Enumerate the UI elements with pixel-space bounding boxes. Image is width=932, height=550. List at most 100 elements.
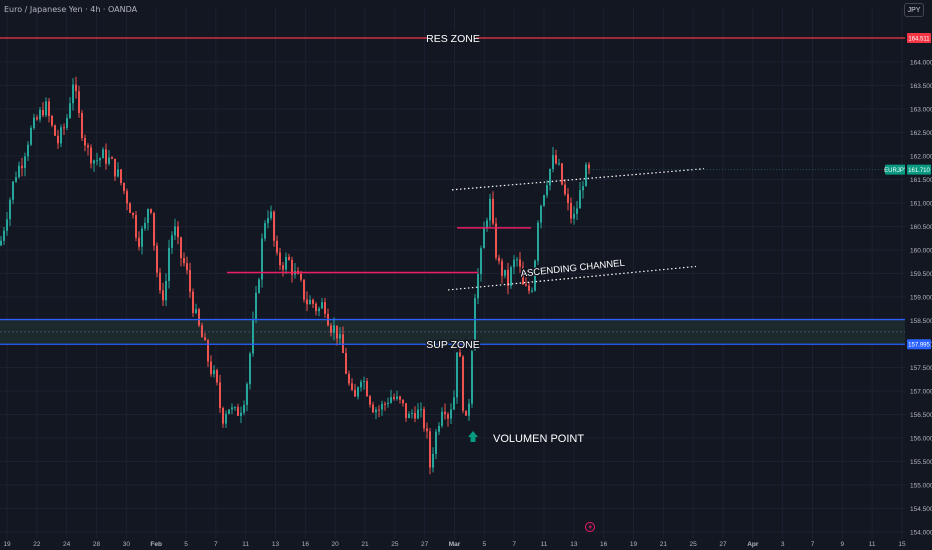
grid [0, 8, 905, 539]
price-tick-label: 156.500 [910, 412, 932, 419]
candle-body [309, 299, 311, 305]
candle-body [447, 414, 449, 419]
candle-body [486, 220, 488, 228]
candle-body [123, 182, 125, 192]
candle-body [51, 116, 53, 126]
price-tick-label: 156.000 [910, 435, 932, 442]
candle-body [27, 144, 29, 157]
current-price-tag [907, 164, 931, 175]
candle-body [261, 238, 263, 280]
candle-body [132, 213, 134, 216]
candle-body [162, 290, 164, 301]
candle-body [255, 292, 257, 320]
candle-body [429, 431, 431, 468]
candle-body [534, 260, 536, 291]
candle-body [105, 149, 107, 164]
candle-body [537, 222, 539, 261]
candle-body [348, 373, 350, 384]
time-tick-label: 13 [272, 541, 280, 548]
candle-body [345, 353, 347, 374]
candle-body [24, 156, 26, 169]
candle-body [504, 269, 506, 276]
candle-body [567, 194, 569, 203]
candle-body [42, 109, 44, 116]
lightning-icon[interactable] [585, 522, 595, 532]
candle-body [225, 413, 227, 424]
price-axis[interactable]: 154.000 154.500 155.000 155.500 156.000 156.5… [905, 0, 932, 550]
candle-body [351, 383, 353, 390]
candle-body [126, 191, 128, 204]
candle-body [360, 381, 362, 388]
candle-body [45, 101, 47, 116]
symbol-title[interactable]: Euro / Japanese Yen · 4h · OANDA [4, 5, 138, 14]
candle-body [558, 163, 560, 165]
candle-body [66, 117, 68, 128]
candle-body [300, 273, 302, 280]
candle-body [30, 127, 32, 145]
candle-body [204, 337, 206, 341]
candle-body [87, 145, 89, 148]
time-tick-label: 16 [600, 541, 608, 548]
candle-body [192, 291, 194, 313]
candle-body [18, 165, 20, 178]
candle-body [540, 205, 542, 223]
candle-body [306, 299, 308, 305]
candle-body [252, 319, 254, 354]
price-tick-label: 154.500 [910, 506, 932, 513]
candle-body [462, 356, 464, 411]
candle-body [15, 177, 17, 182]
resistance-price-tag [907, 33, 931, 44]
candle-body [135, 215, 137, 238]
candle-body [555, 155, 557, 164]
candle-body [549, 169, 551, 186]
price-tick-label: 160.500 [910, 224, 932, 231]
candle-body [381, 403, 383, 410]
currency-button[interactable]: JPY [904, 3, 924, 17]
candle-body [111, 157, 113, 159]
candle-body [63, 127, 65, 129]
candle-body [402, 399, 404, 404]
candle-body [573, 213, 575, 219]
price-tick-label: 158.500 [910, 318, 932, 325]
candle-body [582, 186, 584, 191]
candle-body [186, 263, 188, 271]
candle-body [243, 404, 245, 413]
price-tick-label: 161.500 [910, 177, 932, 184]
candle-body [234, 407, 236, 409]
candle-body [315, 303, 317, 312]
candle-body [336, 325, 338, 339]
candle-body [363, 381, 365, 383]
price-tick-label: 160.000 [910, 248, 932, 255]
time-tick-label: 19 [3, 541, 11, 548]
candle-body [411, 412, 413, 414]
candle-body [267, 218, 269, 224]
price-tick-label: 159.000 [910, 294, 932, 301]
candle-body [378, 409, 380, 411]
support-price-tag [907, 339, 931, 350]
symbol-tag [885, 164, 907, 175]
candle-body [579, 190, 581, 209]
time-tick-label: Mar [449, 541, 461, 548]
candle-body [420, 409, 422, 411]
candle-body [141, 228, 143, 247]
candle-body [318, 308, 320, 312]
candle-body [339, 334, 341, 339]
time-tick-label: 7 [811, 541, 815, 548]
time-tick-label: Feb [150, 541, 162, 548]
time-tick-label: Apr [747, 541, 759, 548]
volume-point-label: VOLUMEN POINT [493, 433, 584, 445]
candle-body [288, 256, 290, 260]
candle-body [387, 402, 389, 405]
candle-body [279, 252, 281, 266]
candle-body [312, 299, 314, 304]
candle-body [195, 309, 197, 313]
time-axis[interactable]: 19 22 24 28 30 Feb 5 7 11 13 16 20 21 25 27 Mar 5 7 11 13 16… [3, 541, 906, 548]
candle-body [516, 259, 518, 261]
price-tick-label: 163.000 [910, 107, 932, 114]
candle-body [198, 309, 200, 326]
current-price-label: 161.710 [908, 168, 930, 174]
candle-body [273, 211, 275, 241]
candle-body [444, 411, 446, 415]
candle-body [69, 103, 71, 118]
